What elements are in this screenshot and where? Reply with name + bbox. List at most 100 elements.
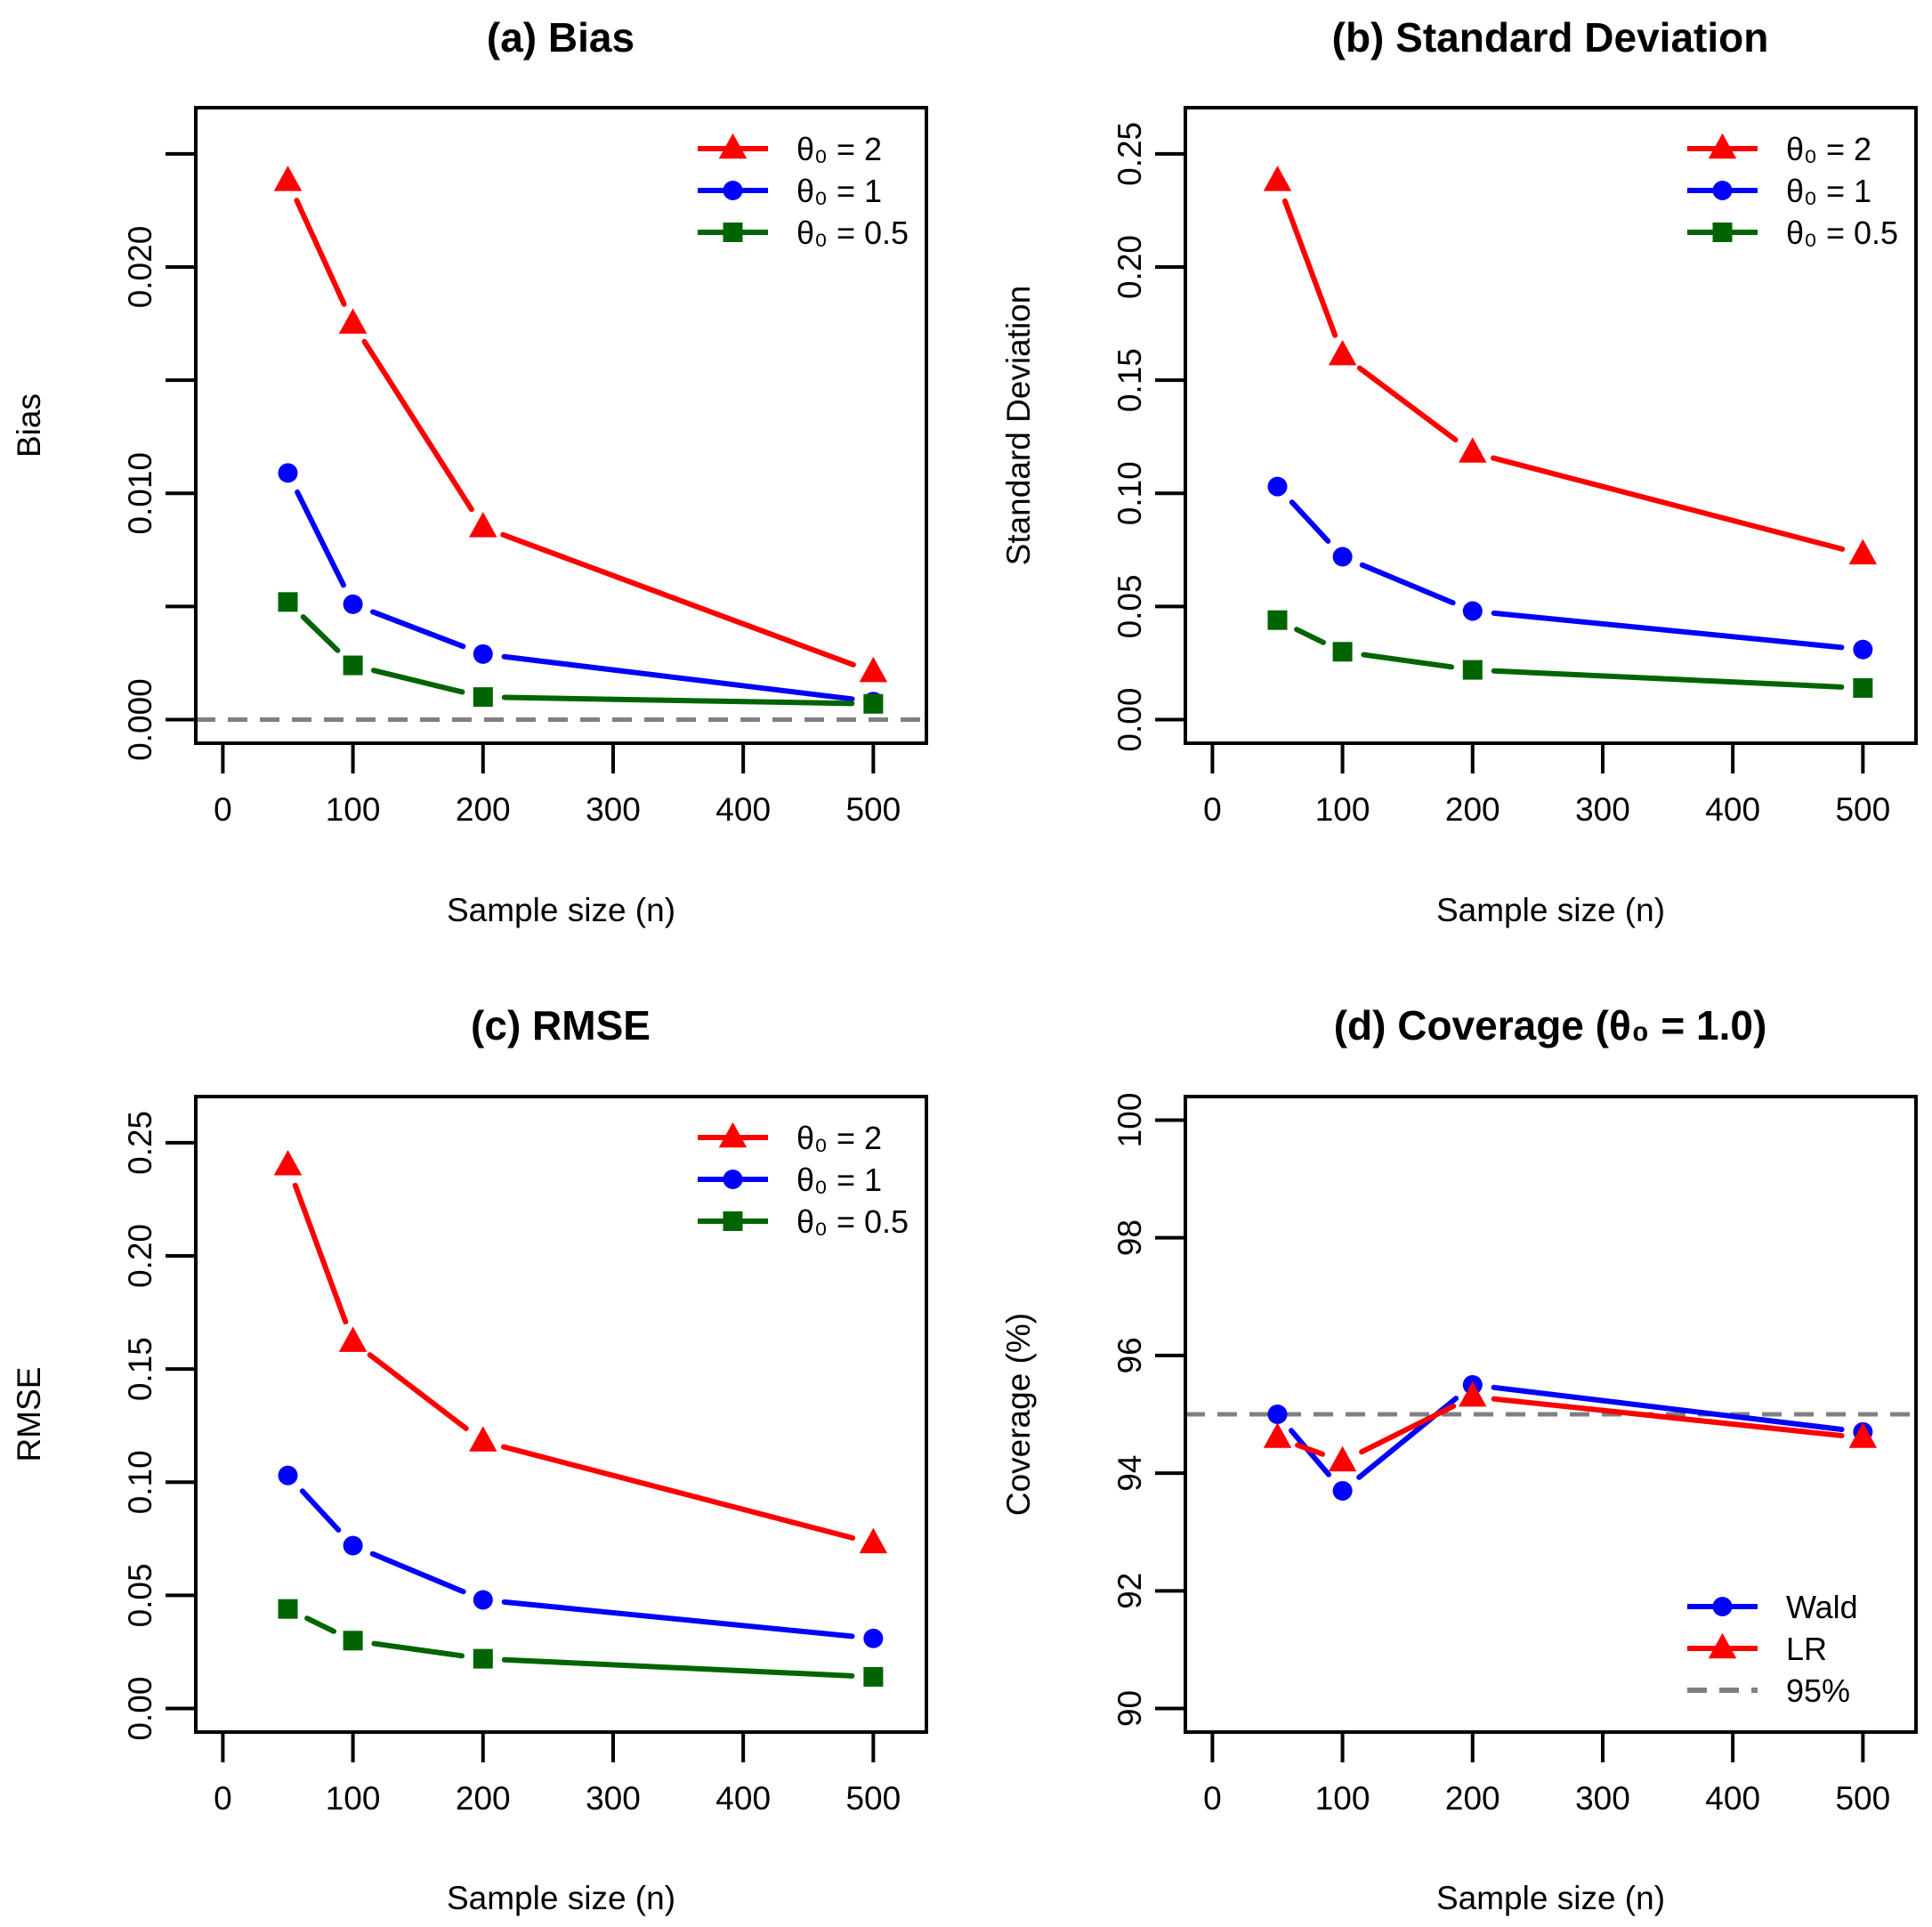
series-green [278, 1599, 884, 1687]
data-point [1462, 601, 1483, 621]
x-tick-label: 500 [845, 1780, 901, 1817]
legend-item: Wald [1687, 1589, 1858, 1625]
x-tick-label: 100 [326, 1780, 381, 1817]
series-green [1267, 610, 1873, 698]
legend: θ₀ = 2 θ₀ = 1 θ₀ = 0.5 [698, 131, 909, 251]
data-point [338, 308, 368, 334]
legend-label: θ₀ = 2 [796, 131, 882, 167]
y-tick-label: 0.10 [1112, 461, 1148, 525]
data-point [863, 1628, 884, 1648]
legend-item: θ₀ = 0.5 [698, 215, 909, 251]
data-point [469, 512, 497, 538]
y-axis-label: RMSE [11, 1367, 47, 1462]
series-segment [1491, 668, 1845, 690]
data-point [469, 1426, 497, 1452]
x-tick-label: 200 [1445, 791, 1500, 828]
panel-2: (c) RMSE Sample size (n) RMSE 0 100 200 300 400… [11, 1002, 928, 1916]
series-segment [370, 668, 465, 695]
data-point [473, 644, 493, 664]
series-segment [501, 1444, 856, 1541]
x-tick-label: 0 [1203, 791, 1222, 828]
series-segment [295, 489, 346, 588]
x-tick-label: 0 [1203, 1780, 1222, 1817]
legend-item: θ₀ = 1 [698, 173, 882, 209]
x-tick-label: 100 [1315, 791, 1370, 828]
data-point [859, 1527, 888, 1554]
panel-3: (d) Coverage (θ₀ = 1.0) Sample size (n) Co… [1000, 1002, 1918, 1916]
x-tick-label: 100 [1315, 1780, 1370, 1817]
panel-1: (b) Standard Deviation Sample size (n) Sta… [1000, 14, 1918, 928]
x-tick-label: 400 [1705, 1780, 1760, 1817]
legend-label: Wald [1786, 1589, 1858, 1625]
data-point [1263, 1422, 1292, 1448]
legend-label: θ₀ = 1 [796, 1162, 882, 1198]
y-axis-label: Bias [11, 393, 47, 457]
series-blue [278, 1465, 884, 1648]
series-segment [1294, 627, 1327, 645]
data-point [1853, 677, 1873, 698]
x-tick-label: 300 [1575, 1780, 1630, 1817]
x-tick-label: 200 [456, 1780, 511, 1817]
plot-frame [194, 1095, 928, 1734]
y-tick-label: 90 [1112, 1690, 1148, 1727]
legend-label: θ₀ = 0.5 [1786, 215, 1898, 251]
series-segment [369, 1551, 466, 1595]
legend-marker [723, 1170, 743, 1189]
data-point [278, 1465, 298, 1486]
x-tick-label: 400 [1705, 791, 1760, 828]
legend-item: LR [1687, 1631, 1827, 1667]
legend-item: θ₀ = 2 [1687, 131, 1871, 167]
y-tick-label: 0.05 [122, 1563, 158, 1627]
series-segment [501, 694, 855, 707]
series-segment [300, 614, 341, 653]
data-point [1332, 1480, 1353, 1501]
series-segment [367, 1352, 469, 1431]
legend-marker [1712, 1597, 1733, 1616]
y-tick-label: 0.010 [122, 452, 158, 535]
legend-marker [1708, 1632, 1737, 1659]
data-point [273, 1150, 303, 1176]
x-tick-label: 500 [845, 791, 901, 828]
series-segment [1491, 1384, 1845, 1432]
x-tick-label: 500 [1835, 1780, 1890, 1817]
series-blue [278, 463, 884, 712]
series-segment [501, 1599, 855, 1640]
y-axis-label: Standard Deviation [1000, 286, 1037, 566]
data-point [278, 1599, 298, 1619]
series-segment [1295, 1442, 1326, 1457]
legend-item: θ₀ = 1 [1687, 173, 1871, 209]
data-point [1328, 339, 1357, 366]
series-segment [370, 609, 466, 650]
x-tick-label: 400 [715, 791, 771, 828]
series-segment [501, 1656, 855, 1679]
data-point [1328, 1445, 1357, 1472]
data-point [1332, 547, 1353, 567]
legend-label: LR [1786, 1631, 1827, 1667]
series-segment [1491, 455, 1846, 552]
data-point [1853, 639, 1873, 660]
series-segment [361, 338, 474, 513]
y-tick-label: 92 [1112, 1573, 1148, 1609]
legend-label: θ₀ = 0.5 [796, 1203, 909, 1240]
y-tick-label: 94 [1112, 1455, 1148, 1492]
y-tick-label: 0.00 [122, 1677, 158, 1741]
x-axis-label: Sample size (n) [447, 1880, 675, 1916]
data-point [343, 594, 363, 614]
y-tick-label: 0.00 [1112, 688, 1148, 752]
data-point [473, 687, 493, 708]
series-segment [304, 1615, 337, 1634]
x-tick-label: 0 [214, 1780, 232, 1817]
data-point [473, 1590, 493, 1610]
series-green [278, 592, 884, 714]
legend-marker [723, 1211, 743, 1231]
data-point [1267, 1405, 1288, 1424]
y-axis-label: Coverage (%) [1000, 1313, 1037, 1516]
data-point [1267, 610, 1288, 630]
legend-marker [1712, 181, 1733, 200]
legend: Wald LR 95% [1687, 1589, 1858, 1709]
legend-marker [723, 181, 743, 200]
legend-marker [1712, 223, 1733, 242]
series-segment [1491, 610, 1845, 651]
series-red [1263, 1380, 1878, 1472]
